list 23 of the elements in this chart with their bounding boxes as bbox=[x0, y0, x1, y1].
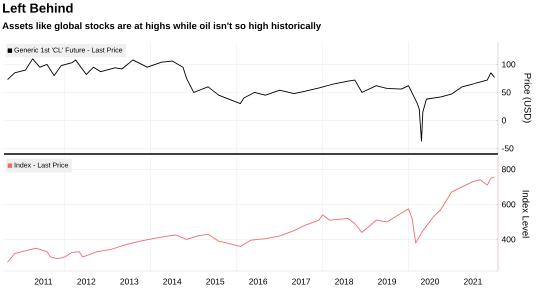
y-tick-label: 400 bbox=[502, 236, 516, 242]
x-tick-label: 2011 bbox=[34, 278, 52, 285]
y-tick-label: -50 bbox=[502, 145, 514, 152]
y-axis-title: Price (USD) bbox=[522, 74, 532, 123]
x-tick-label: 2017 bbox=[292, 278, 310, 285]
y-tick-label: 800 bbox=[502, 166, 516, 172]
x-tick-label: 2019 bbox=[378, 278, 396, 285]
y-tick-label: 600 bbox=[502, 201, 516, 208]
y-tick-label: 50 bbox=[502, 89, 511, 96]
x-tick-label: 2016 bbox=[249, 278, 268, 285]
x-tick-label: 2014 bbox=[163, 278, 182, 285]
x-tick-label: 2012 bbox=[77, 278, 96, 285]
chart-title: Left Behind bbox=[3, 3, 73, 13]
chart-subtitle: Assets like global stocks are at highs while oil isn't so high historically bbox=[2, 22, 322, 32]
y-tick-label: 0 bbox=[502, 117, 506, 124]
x-tick-label: 2021 bbox=[464, 278, 482, 285]
x-tick-label: 2013 bbox=[120, 278, 138, 285]
line-series bbox=[7, 58, 495, 142]
y-tick-label: 100 bbox=[502, 61, 516, 68]
x-tick-label: 2020 bbox=[421, 278, 440, 285]
x-tick-label: 2015 bbox=[206, 278, 224, 285]
x-tick-label: 2018 bbox=[335, 278, 354, 285]
y-axis-title: Index Level bbox=[522, 190, 530, 238]
